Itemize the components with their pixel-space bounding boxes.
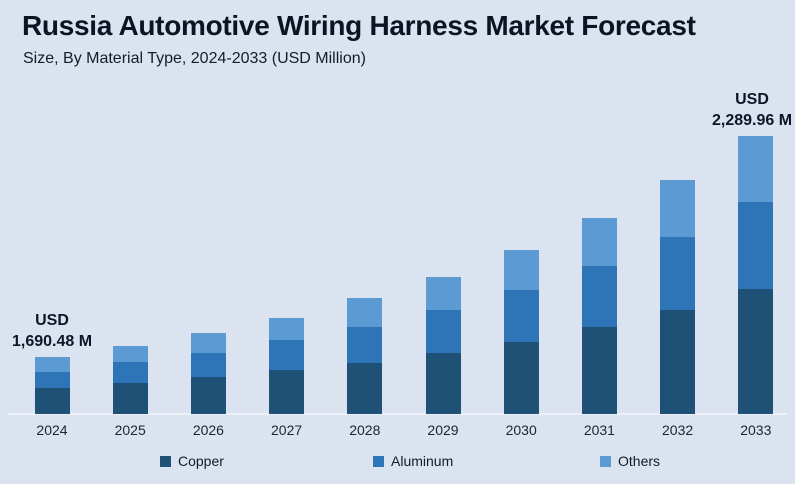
- segment-aluminum-2026: [190, 353, 226, 377]
- segment-copper-2027: [269, 370, 305, 414]
- x-axis-label-2025: 2025: [114, 422, 146, 438]
- legend-item-copper: Copper: [160, 453, 224, 469]
- segment-others-2028: [347, 298, 383, 327]
- segment-copper-2028: [347, 363, 383, 414]
- segment-aluminum-2027: [269, 340, 305, 370]
- segment-others-2031: [581, 218, 617, 266]
- bar-2027: [269, 318, 305, 414]
- x-axis-label-2031: 2031: [583, 422, 615, 438]
- x-axis-label-2033: 2033: [740, 422, 772, 438]
- segment-aluminum-2032: [660, 237, 696, 310]
- annotation-2033: USD 2,289.96 M: [712, 89, 792, 131]
- segment-others-2032: [660, 180, 696, 237]
- segment-aluminum-2033: [738, 202, 774, 289]
- x-axis-label-2028: 2028: [349, 422, 381, 438]
- segment-copper-2033: [738, 289, 774, 414]
- bar-2032: [660, 180, 696, 414]
- legend-label-copper: Copper: [178, 453, 224, 469]
- bar-2029: [425, 277, 461, 414]
- segment-copper-2030: [503, 342, 539, 414]
- bar-2026: [190, 333, 226, 414]
- chart-subtitle: Size, By Material Type, 2024-2033 (USD M…: [23, 50, 366, 67]
- x-axis-label-2027: 2027: [271, 422, 303, 438]
- segment-copper-2024: [34, 388, 70, 414]
- bar-2031: [581, 218, 617, 414]
- chart-title: Russia Automotive Wiring Harness Market …: [22, 10, 696, 41]
- segment-copper-2029: [425, 353, 461, 414]
- segment-copper-2032: [660, 310, 696, 414]
- legend-swatch-aluminum: [373, 455, 384, 467]
- segment-aluminum-2025: [112, 362, 148, 383]
- segment-others-2027: [269, 318, 305, 340]
- annotation-2024-line2: 1,690.48 M: [11, 333, 93, 350]
- segment-copper-2026: [190, 377, 226, 414]
- annotation-2024-line1: USD: [35, 312, 69, 329]
- annotation-2024: USD 1,690.48 M: [12, 310, 92, 352]
- segment-others-2030: [503, 250, 539, 290]
- annotation-2033-line2: 2,289.96 M: [711, 112, 793, 129]
- x-axis-label-2030: 2030: [505, 422, 537, 438]
- bar-2028: [347, 298, 383, 414]
- x-axis-label-2029: 2029: [427, 422, 459, 438]
- segment-aluminum-2024: [34, 372, 70, 388]
- segment-others-2026: [190, 333, 226, 353]
- segment-copper-2025: [112, 383, 148, 414]
- legend-swatch-copper: [160, 455, 171, 467]
- segment-others-2024: [34, 357, 70, 372]
- x-axis-label-2032: 2032: [662, 422, 694, 438]
- annotation-2033-line1: USD: [735, 91, 769, 108]
- x-axis-label-2024: 2024: [36, 422, 68, 438]
- legend-label-others: Others: [618, 453, 661, 469]
- legend-item-aluminum: Aluminum: [373, 453, 453, 469]
- segment-aluminum-2028: [347, 327, 383, 363]
- bar-2024: [34, 357, 70, 414]
- segment-others-2025: [112, 346, 148, 362]
- bar-2030: [503, 250, 539, 414]
- x-axis-label-2026: 2026: [192, 422, 224, 438]
- segment-aluminum-2030: [503, 290, 539, 342]
- segment-others-2033: [738, 136, 774, 202]
- x-axis-line: [8, 413, 787, 415]
- segment-aluminum-2029: [425, 310, 461, 353]
- legend-item-others: Others: [600, 453, 660, 469]
- segment-copper-2031: [581, 327, 617, 414]
- segment-aluminum-2031: [581, 266, 617, 327]
- bar-2033: [738, 136, 774, 414]
- bar-2025: [112, 346, 148, 414]
- legend-swatch-others: [600, 455, 611, 467]
- legend-label-aluminum: Aluminum: [391, 453, 454, 469]
- segment-others-2029: [425, 277, 461, 310]
